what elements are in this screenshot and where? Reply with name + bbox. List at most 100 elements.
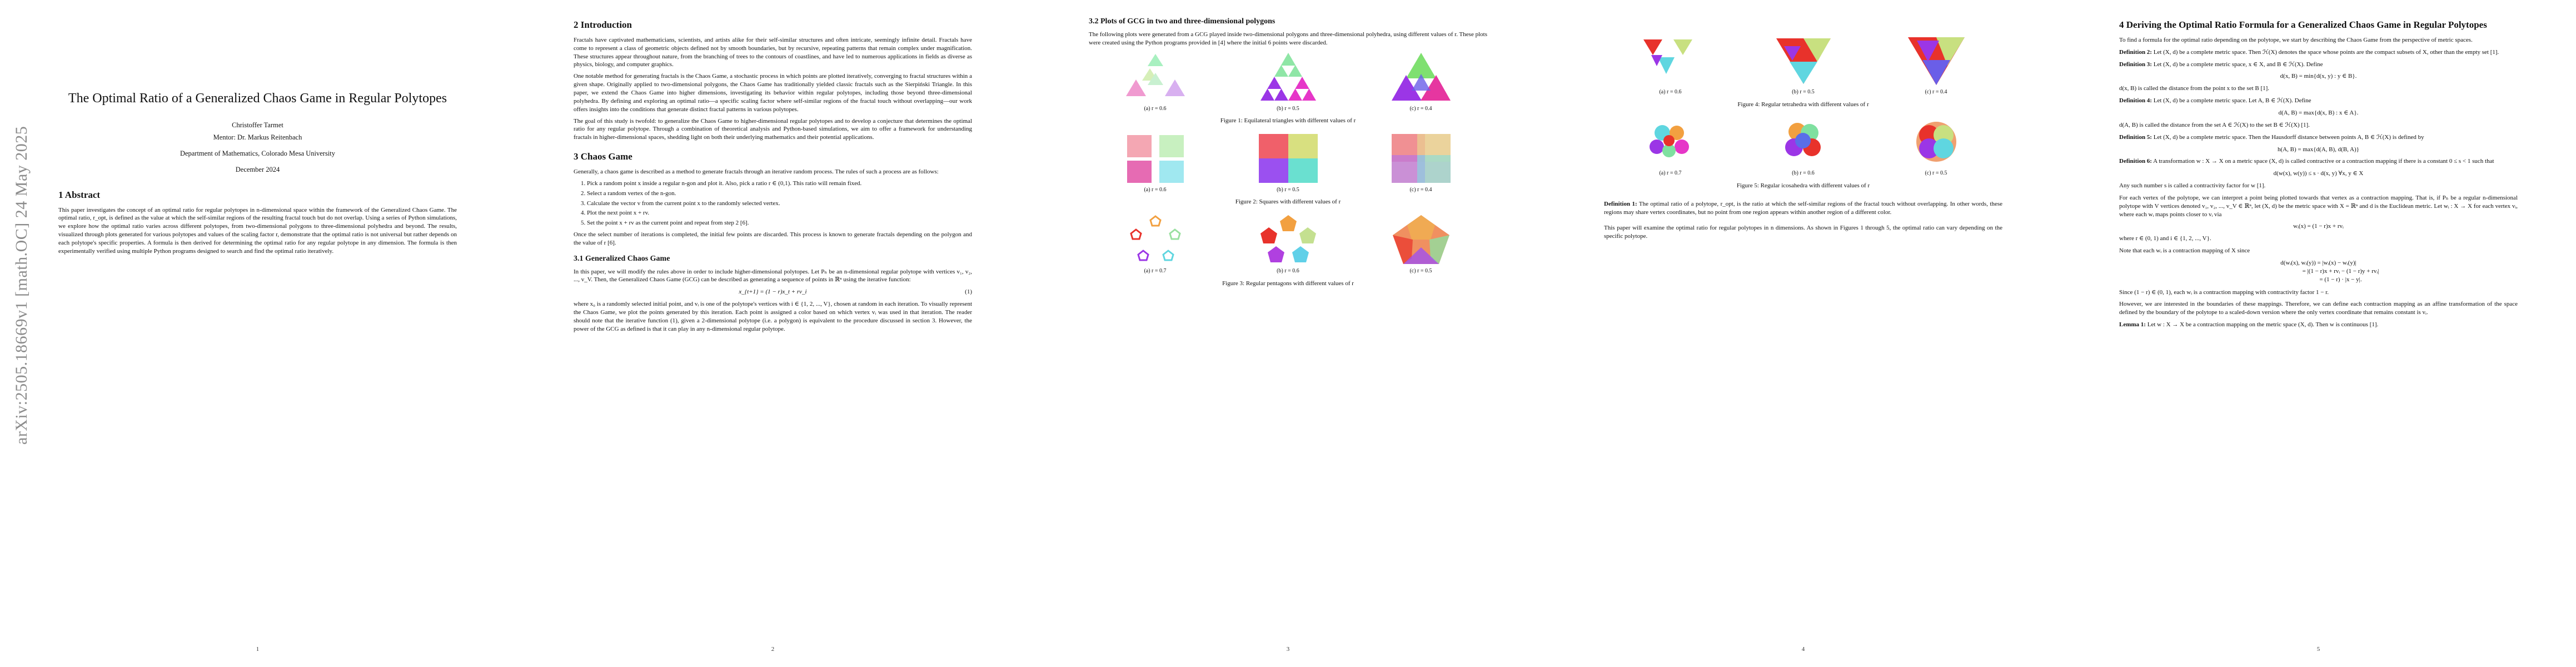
subfigure: (b) r = 0.6 [1773, 116, 1834, 177]
list-item: Select a random vertex of the n-gon. [587, 190, 972, 198]
equation: d(w(x), w(y)) ≤ s · d(x, y) ∀x, y ∈ X [2273, 170, 2364, 177]
page-1: arXiv:2505.18669v1 [math.OC] 24 May 2025… [0, 0, 515, 667]
subfigure: (a) r = 0.6 [1125, 133, 1186, 194]
definition-4: Definition 4: Let (X, d) be a complete m… [2119, 97, 2311, 104]
section-heading: 2 Introduction [574, 19, 632, 30]
list-item: Set the point x + rv as the current poin… [587, 219, 972, 227]
equation: h(A, B) = max{d(A, B), d(B, A)} [2278, 146, 2359, 153]
page-5: 4 Deriving the Optimal Ratio Formula for… [2061, 0, 2576, 667]
square-fractal-image [1258, 133, 1318, 183]
figure-caption: Figure 1: Equilateral triangles with dif… [1220, 117, 1356, 125]
subfigure: (c) r = 0.5 [1906, 116, 1967, 177]
page-number: 3 [1286, 646, 1290, 653]
subfigure: (a) r = 0.6 [1640, 35, 1701, 96]
paragraph: Note that each wᵢ is a contraction mappi… [2119, 247, 2250, 255]
paragraph: This paper will examine the optimal rati… [1604, 225, 2002, 240]
square-fractal-image [1391, 133, 1451, 183]
definition-2: Definition 2: Let (X, d) be a complete m… [2119, 48, 2499, 56]
definition-6: Definition 6: A transformation w : X → X… [2119, 158, 2494, 165]
author: Christoffer Tarmet [232, 121, 283, 130]
mentor: Mentor: Dr. Markus Reitenbach [213, 133, 302, 142]
paragraph: Generally, a chaos game is described as … [574, 168, 939, 175]
icosahedron-fractal-image [1785, 123, 1821, 157]
paragraph: d(x, B) is called the distance from the … [2119, 85, 2270, 92]
figure-3: (a) r = 0.7 (b) r = 0.6 [1089, 214, 1487, 275]
paragraph: where r ∈ (0, 1) and i ∈ {1, 2, ..., V}. [2119, 235, 2211, 242]
definition-1: Definition 1: The optimal ratio of a pol… [1604, 200, 2002, 216]
subfigure: (b) r = 0.5 [1258, 52, 1319, 113]
subsection-heading: 3.1 Generalized Chaos Game [574, 254, 670, 263]
paragraph: For each vertex of the polytope, we can … [2119, 194, 2518, 218]
tetrahedron-fractal-image [1643, 39, 1692, 74]
subfigure: (a) r = 0.7 [1125, 214, 1186, 275]
paragraph: d(A, B) is called the distance from the … [2119, 121, 2310, 128]
pentagon-fractal-image [1260, 215, 1316, 263]
definition-3: Definition 3: Let (X, d) be a complete m… [2119, 61, 2323, 68]
subfigure: (a) r = 0.6 [1125, 52, 1186, 113]
paragraph: One notable method for generating fracta… [574, 73, 972, 113]
figure-2: (a) r = 0.6 (b) r = 0.5 (c) r = 0.4 [1089, 133, 1487, 194]
page-4: (a) r = 0.6 (b) r = 0.5 (c) r = 0.4 [1546, 0, 2061, 667]
paragraph: Any such number s is called a contractiv… [2119, 182, 2266, 190]
list-item: Pick a random point x inside a regular n… [587, 180, 972, 188]
list-item: Plot the next point x + rv. [587, 209, 972, 217]
subsection-heading: 3.2 Plots of GCG in two and three-dimens… [1089, 17, 1275, 26]
pentagon-fractal-image [1392, 215, 1449, 265]
list-item: Calculate the vector v from the current … [587, 200, 972, 208]
paragraph: The following plots were generated from … [1089, 31, 1487, 46]
subfigure: (c) r = 0.4 [1391, 52, 1452, 113]
subfigure: (b) r = 0.5 [1773, 35, 1834, 96]
equation: d(x, B) = min{d(x, y) : y ∈ B}. [2280, 73, 2357, 80]
figure-caption: Figure 5: Regular icosahedra with differ… [1736, 182, 1870, 189]
tetrahedron-fractal-image [1907, 37, 1965, 85]
aligned-equations: d(wᵢ(x), wᵢ(y)) = |wᵢ(x) − wᵢ(y)| = |(1 … [2280, 259, 2379, 283]
page-number: 1 [256, 646, 260, 653]
page-3: 3.2 Plots of GCG in two and three-dimens… [1030, 0, 1546, 667]
paragraph: To find a formula for the optimal ratio … [2119, 36, 2473, 43]
paragraph: Fractals have captivated mathematicians,… [574, 36, 972, 68]
page-number: 4 [1801, 646, 1805, 653]
date: December 2024 [235, 165, 280, 173]
icosahedron-fractal-image [1649, 125, 1689, 158]
figure-caption: Figure 4: Regular tetrahedra with differ… [1737, 101, 1869, 108]
paragraph: Since (1 − r) ∈ (0, 1), each wᵢ is a con… [2119, 288, 2329, 296]
figure-caption: Figure 3: Regular pentagons with differe… [1222, 280, 1354, 287]
figure-1: (a) r = 0.6 (b) r = 0.5 (c) r = 0.4 [1089, 52, 1487, 113]
equation: x_{t+1} = (1 − r)x_t + rv_i (1) [739, 288, 972, 296]
pentagon-fractal-image [1129, 215, 1181, 261]
arxiv-stamp: arXiv:2505.18669v1 [math.OC] 24 May 2025 [12, 126, 31, 445]
subfigure: (a) r = 0.7 [1640, 116, 1701, 177]
paragraph: The goal of this study is twofold: to ge… [574, 117, 972, 141]
tetrahedron-fractal-image [1776, 38, 1831, 84]
subfigure: (c) r = 0.5 [1391, 214, 1452, 275]
triangle-fractal-image [1125, 53, 1185, 96]
section-heading: 4 Deriving the Optimal Ratio Formula for… [2119, 19, 2487, 30]
subfigure: (b) r = 0.6 [1258, 214, 1319, 275]
icosahedron-fractal-image [1916, 122, 1956, 162]
figure-caption: Figure 2: Squares with different values … [1235, 198, 1341, 206]
section-heading: 3 Chaos Game [574, 151, 632, 162]
paper-title: The Optimal Ratio of a Generalized Chaos… [68, 91, 447, 106]
paragraph: In this paper, we will modify the rules … [574, 268, 972, 283]
steps-list: Pick a random point x inside a regular n… [574, 180, 972, 227]
subfigure: (b) r = 0.5 [1258, 133, 1319, 194]
paragraph: Once the select number of iterations is … [574, 231, 972, 246]
equation: wᵢ(x) = (1 − r)x + rvᵢ [2293, 223, 2344, 230]
definition-5: Definition 5: Let (X, d) be a complete m… [2119, 133, 2424, 141]
figure-5: (a) r = 0.7 (b) r = 0.6 [1604, 116, 2002, 177]
page-2: 2 Introduction Fractals have captivated … [515, 0, 1030, 667]
abstract-text: This paper investigates the concept of a… [58, 206, 457, 255]
paragraph: where x₀ is a randomly selected initial … [574, 301, 972, 332]
triangle-fractal-image [1391, 52, 1451, 101]
lemma-1: Lemma 1: Let w : X → X be a contraction … [2119, 321, 2379, 328]
triangle-fractal-image [1260, 52, 1316, 101]
page-number: 5 [2316, 646, 2320, 653]
equation-number: (1) [965, 288, 972, 296]
figure-4: (a) r = 0.6 (b) r = 0.5 (c) r = 0.4 [1604, 35, 2002, 96]
subfigure: (c) r = 0.4 [1391, 133, 1452, 194]
square-fractal-image [1127, 135, 1184, 183]
affiliation: Department of Mathematics, Colorado Mesa… [180, 149, 336, 157]
page-number: 2 [771, 646, 775, 653]
paragraph: However, we are interested in the bounda… [2119, 301, 2518, 316]
